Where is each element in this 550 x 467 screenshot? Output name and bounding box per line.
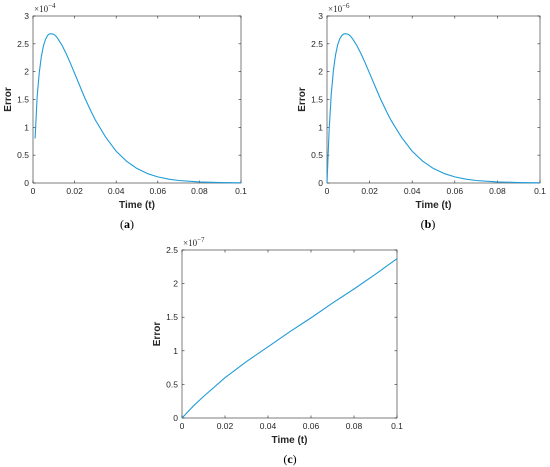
x-tick-label: 0 xyxy=(180,421,185,431)
x-tick-label: 0.06 xyxy=(150,186,167,196)
x-axis-label: Time (t) xyxy=(272,435,308,446)
plot-area xyxy=(32,15,242,184)
subfigure-caption: (c) xyxy=(283,452,296,466)
x-axis-label: Time (t) xyxy=(416,200,452,211)
x-axis-label: Time (t) xyxy=(119,200,155,211)
y-axis-label: Error xyxy=(3,87,14,112)
y-axis-label: Error xyxy=(152,322,163,347)
y-tick-label: 0 xyxy=(318,178,323,188)
x-tick-label: 0.02 xyxy=(361,186,378,196)
x-tick-label: 0.06 xyxy=(303,421,320,431)
x-tick-label: 0.08 xyxy=(191,186,208,196)
y-tick-label: 0 xyxy=(173,413,178,423)
y-tick-label: 0.5 xyxy=(166,379,178,389)
y-tick-label: 0 xyxy=(24,178,29,188)
plot-area xyxy=(181,249,398,419)
y-tick-label: 3 xyxy=(318,11,323,21)
y-tick-label: 2 xyxy=(24,67,29,77)
y-tick-label: 0.5 xyxy=(17,150,29,160)
chart-c: 0 0.02 0.04 0.06 0.08 0.1 0 0.5 1 1.5 2 2.5 ×10−7 Tim… xyxy=(152,236,403,466)
x-tick-label: 0.08 xyxy=(489,186,506,196)
y-axis-exponent: ×10−4 xyxy=(34,2,56,14)
x-tick-label: 0.1 xyxy=(534,186,546,196)
subfigure-caption: (b) xyxy=(421,217,436,231)
series-line xyxy=(34,33,242,184)
x-tick-label: 0.04 xyxy=(108,186,125,196)
x-tick-label: 0.08 xyxy=(346,421,363,431)
series-line xyxy=(181,258,398,419)
x-tick-label: 0.02 xyxy=(217,421,234,431)
y-tick-label: 1.5 xyxy=(166,312,178,322)
y-tick-label: 2.5 xyxy=(311,39,323,49)
plot-area xyxy=(326,15,541,184)
x-tick-label: 0.02 xyxy=(66,186,83,196)
y-tick-label: 2 xyxy=(173,279,178,289)
y-tick-label: 2 xyxy=(318,67,323,77)
x-tick-label: 0.04 xyxy=(260,421,277,431)
x-tick-label: 0 xyxy=(31,186,36,196)
y-tick-label: 3 xyxy=(24,11,29,21)
y-tick-label: 1 xyxy=(318,122,323,132)
y-tick-label: 1.5 xyxy=(311,95,323,105)
series-line xyxy=(326,33,541,184)
x-tick-label: 0.04 xyxy=(404,186,421,196)
chart-b: 0 0.02 0.04 0.06 0.08 0.1 0 0.5 1 1.5 2 2.5 3 ×10−6 Ti… xyxy=(297,2,546,231)
chart-a: 0 0.02 0.04 0.06 0.08 0.1 0 0.5 1 1.5 2 2.5 3 ×10−4 Ti… xyxy=(3,2,247,231)
y-axis-exponent: ×10−7 xyxy=(183,236,205,248)
x-tick-label: 0 xyxy=(325,186,330,196)
y-axis-label: Error xyxy=(297,87,308,112)
y-tick-label: 1 xyxy=(173,346,178,356)
y-axis-exponent: ×10−6 xyxy=(328,2,350,14)
y-tick-label: 1.5 xyxy=(17,95,29,105)
x-tick-label: 0.1 xyxy=(235,186,247,196)
x-tick-label: 0.1 xyxy=(391,421,403,431)
y-tick-label: 0.5 xyxy=(311,150,323,160)
y-tick-label: 2.5 xyxy=(166,245,178,255)
y-tick-label: 1 xyxy=(24,122,29,132)
x-tick-label: 0.06 xyxy=(447,186,464,196)
y-tick-label: 2.5 xyxy=(17,39,29,49)
subfigure-caption: (a) xyxy=(120,217,134,231)
